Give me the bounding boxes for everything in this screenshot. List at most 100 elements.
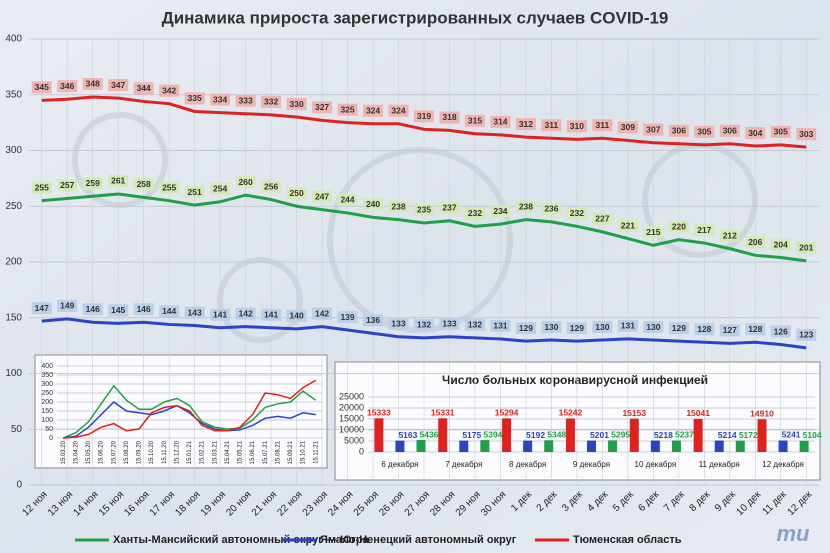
data-label: 318: [442, 112, 456, 122]
line: [63, 384, 317, 439]
data-label: 237: [442, 202, 456, 212]
y-tick-label: 0: [359, 446, 364, 456]
data-label-bg: [439, 201, 460, 214]
x-tick-label: 10 декабря: [635, 460, 677, 469]
data-label: 144: [162, 306, 176, 316]
data-label: 141: [213, 310, 227, 320]
data-label-bg: [541, 202, 562, 215]
data-label: 133: [391, 318, 405, 328]
data-label: 14910: [750, 408, 774, 418]
y-tick-label: 300: [5, 145, 22, 156]
data-label: 127: [723, 325, 737, 335]
y-tick-label: 150: [41, 408, 53, 415]
bar: [799, 440, 809, 452]
bar: [671, 440, 681, 452]
data-label-bg: [796, 128, 817, 141]
bar: [438, 418, 448, 452]
data-label-bg: [643, 226, 664, 239]
data-label: 15153: [622, 408, 646, 418]
x-tick-label: 15.02.21: [200, 440, 206, 464]
line: [63, 379, 317, 439]
data-label-bg: [235, 176, 256, 189]
data-label-bg: [337, 311, 358, 324]
y-tick-label: 150: [5, 312, 22, 323]
bar: [757, 419, 767, 452]
data-label: 145: [111, 305, 125, 315]
data-label: 324: [366, 105, 380, 115]
data-label: 227: [595, 214, 609, 224]
bar: [459, 440, 469, 452]
data-label: 255: [162, 182, 176, 192]
data-label: 232: [468, 208, 482, 218]
data-label: 5201: [590, 430, 609, 440]
bar: [523, 440, 533, 452]
data-label-bg: [261, 308, 282, 321]
bar: [629, 418, 639, 452]
data-label-bg: [159, 305, 180, 318]
data-label-bg: [286, 187, 307, 200]
bar: [650, 440, 660, 452]
data-label: 311: [545, 120, 559, 130]
data-label-bg: [363, 198, 384, 211]
x-tick-label: 15.03.21: [212, 440, 218, 464]
x-tick-label: 15.04.21: [225, 440, 231, 464]
data-label: 15294: [495, 408, 519, 418]
data-label: 146: [137, 304, 151, 314]
y-tick-label: 200: [5, 257, 22, 268]
data-label-bg: [363, 104, 384, 117]
data-label-bg: [541, 119, 562, 132]
bar: [778, 440, 788, 452]
inset-title: Число больных коронавирусной инфекцией: [442, 373, 708, 387]
data-label: 146: [86, 304, 100, 314]
bar: [416, 440, 426, 452]
data-label: 261: [111, 176, 125, 186]
data-label: 131: [621, 321, 635, 331]
x-tick-label: 15.05.21: [238, 440, 244, 464]
data-label-bg: [592, 119, 613, 132]
x-tick-label: 15.11.21: [313, 440, 319, 464]
data-label: 129: [672, 323, 686, 333]
bar: [587, 440, 596, 452]
bar: [395, 440, 405, 452]
data-label: 232: [570, 208, 584, 218]
data-label: 238: [519, 201, 533, 211]
data-label: 348: [86, 79, 100, 89]
data-label: 234: [493, 206, 507, 216]
data-label: 5348: [547, 429, 566, 439]
data-label: 15331: [431, 408, 455, 418]
data-label: 128: [748, 324, 762, 334]
inset-panel: [334, 361, 821, 481]
logo: mu: [777, 521, 811, 546]
data-label-bg: [184, 92, 205, 105]
data-label: 5394: [483, 429, 502, 439]
data-label-bg: [694, 224, 715, 237]
data-label: 215: [646, 227, 660, 237]
data-label: 147: [35, 303, 49, 313]
data-label-bg: [745, 127, 766, 140]
data-label: 235: [417, 205, 431, 215]
data-label-bg: [439, 111, 460, 124]
data-label-bg: [133, 303, 154, 316]
data-label-bg: [108, 174, 129, 187]
data-label-bg: [592, 212, 613, 225]
data-label-bg: [566, 322, 587, 335]
data-label-bg: [566, 120, 587, 133]
y-tick-label: 10000: [339, 424, 364, 434]
data-label-bg: [261, 95, 282, 108]
data-label: 5172: [739, 430, 758, 440]
y-tick-label: 300: [41, 381, 53, 388]
data-label: 304: [748, 128, 762, 138]
data-label: 260: [239, 177, 253, 187]
data-label-bg: [515, 200, 536, 213]
data-label: 310: [570, 121, 584, 131]
data-label-bg: [133, 178, 154, 191]
data-label: 140: [289, 311, 303, 321]
data-label-bg: [286, 98, 307, 111]
data-label-bg: [414, 203, 434, 216]
data-label: 201: [799, 243, 813, 253]
data-label: 325: [340, 104, 354, 114]
data-label: 5175: [462, 430, 481, 440]
data-label: 143: [188, 307, 202, 317]
bar: [374, 418, 384, 452]
data-label-bg: [796, 328, 817, 341]
